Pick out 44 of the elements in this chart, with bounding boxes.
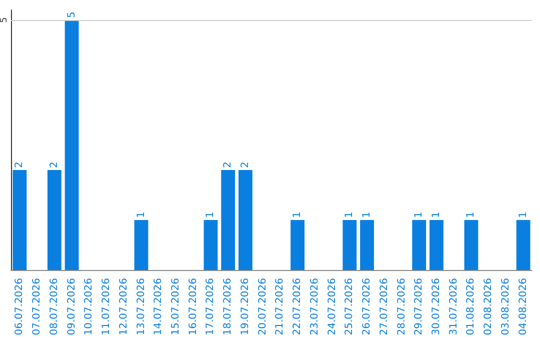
x-tick-label: 04.08.2026 xyxy=(518,278,529,336)
x-tick-label: 30.07.2026 xyxy=(430,278,442,336)
x-tick-label: 14.07.2026 xyxy=(153,278,164,336)
x-tick-label: 29.07.2026 xyxy=(414,278,425,336)
x-tick-label: 20.07.2026 xyxy=(257,278,268,336)
data-label: 2 xyxy=(48,162,60,168)
data-label: 5 xyxy=(66,12,78,18)
x-tick-label: 22.07.2026 xyxy=(292,278,304,336)
data-label: 1 xyxy=(205,212,216,218)
x-tick-label: 19.07.2026 xyxy=(240,278,251,336)
x-tick-label: 15.07.2026 xyxy=(170,278,182,336)
data-label: 2 xyxy=(240,162,251,168)
data-label: 1 xyxy=(362,212,373,218)
data-label: 1 xyxy=(518,212,529,218)
x-tick-label: 31.07.2026 xyxy=(448,278,460,336)
data-label: 1 xyxy=(292,212,304,218)
data-label: 1 xyxy=(466,212,477,218)
x-tick-label: 09.07.2026 xyxy=(66,278,78,336)
x-tick-label: 08.07.2026 xyxy=(48,278,60,336)
x-tick-label: 12.07.2026 xyxy=(118,278,130,336)
x-tick-label: 27.07.2026 xyxy=(378,278,390,336)
data-label: 1 xyxy=(430,212,442,218)
x-tick-label: 07.07.2026 xyxy=(32,278,43,336)
x-tick-label: 26.07.2026 xyxy=(362,278,373,336)
x-tick-label: 25.07.2026 xyxy=(344,278,356,336)
data-label: 1 xyxy=(136,212,147,218)
x-tick-label: 01.08.2026 xyxy=(466,278,477,336)
x-tick-label: 21.07.2026 xyxy=(274,278,286,336)
data-label: 1 xyxy=(344,212,356,218)
x-tick-label: 03.08.2026 xyxy=(500,278,512,336)
data-label: 2 xyxy=(222,162,234,168)
data-label: 2 xyxy=(14,162,26,168)
x-tick-label: 16.07.2026 xyxy=(188,278,199,336)
data-label: 1 xyxy=(414,212,425,218)
x-tick-label: 02.08.2026 xyxy=(483,278,494,336)
x-tick-label: 11.07.2026 xyxy=(101,278,112,336)
x-tick-label: 17.07.2026 xyxy=(205,278,216,336)
x-tick-label: 13.07.2026 xyxy=(136,278,147,336)
x-tick-label: 18.07.2026 xyxy=(222,278,234,336)
x-tick-label: 06.07.2026 xyxy=(14,278,26,336)
x-tick-label: 23.07.2026 xyxy=(309,278,320,336)
x-tick-label: 24.07.2026 xyxy=(326,278,338,336)
x-tick-label: 10.07.2026 xyxy=(84,278,95,336)
x-tick-label: 28.07.2026 xyxy=(396,278,408,336)
